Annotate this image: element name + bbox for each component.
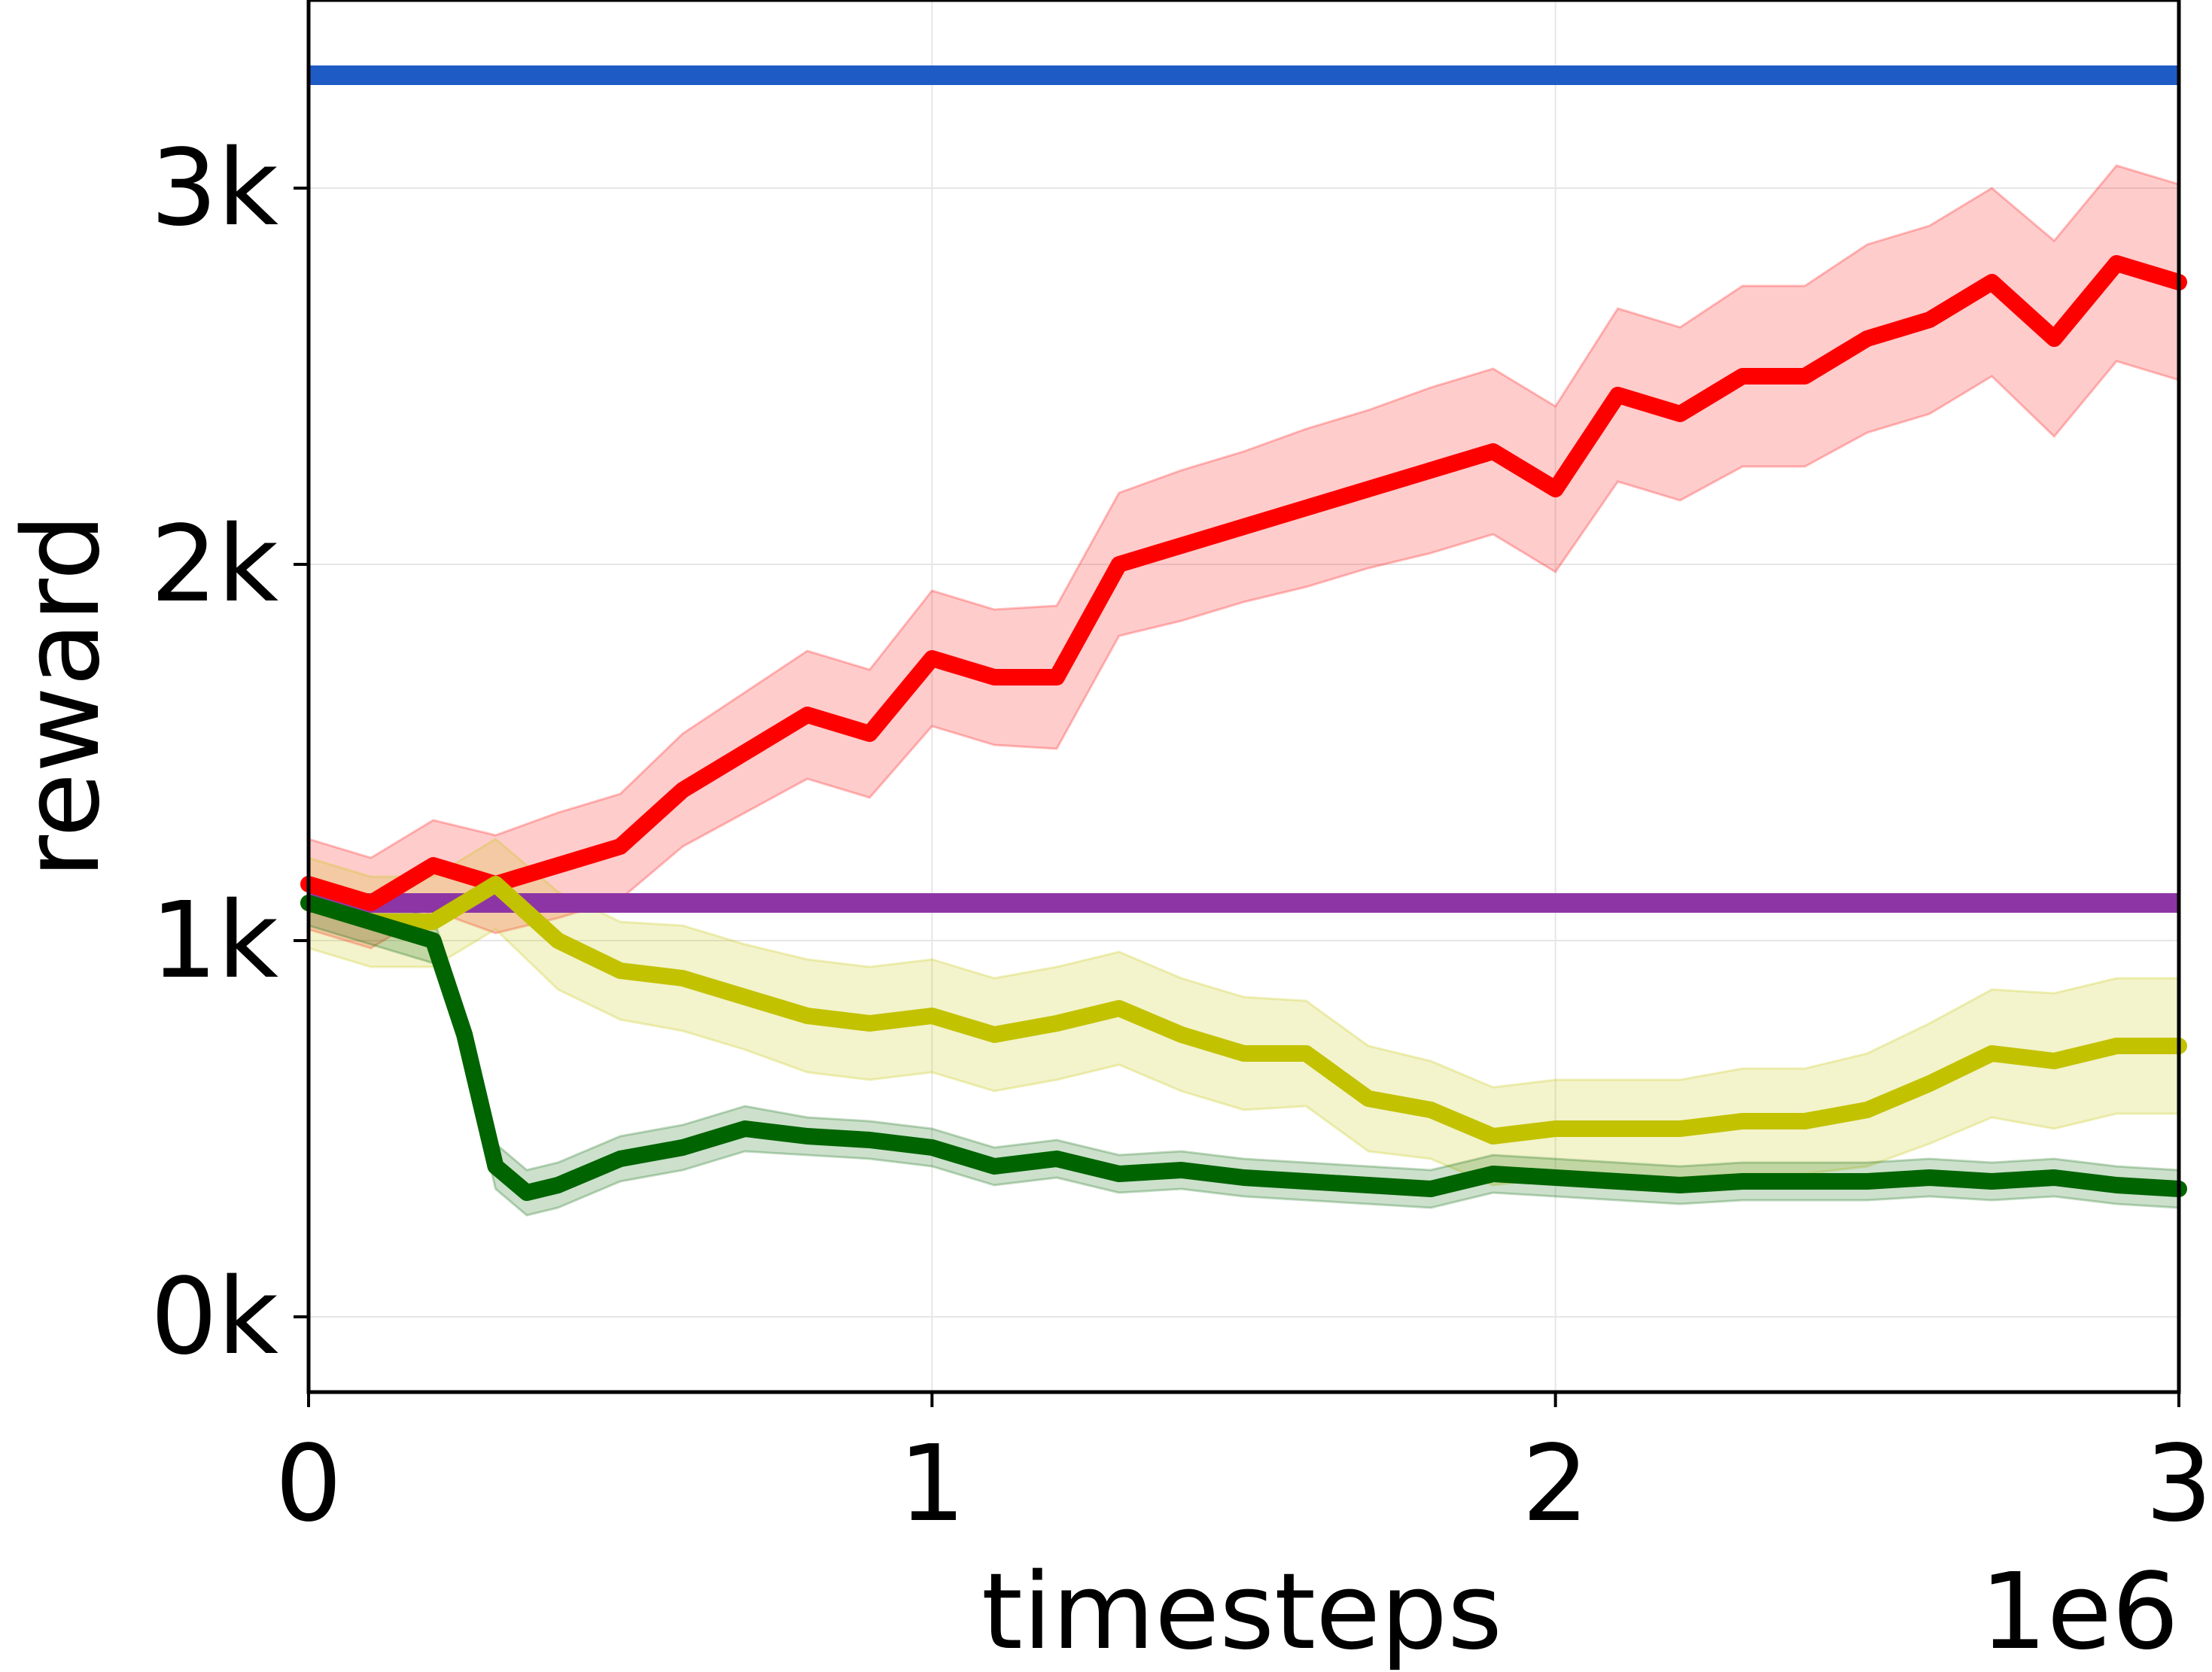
x-ticks: 0 1 2 3	[275, 1392, 2212, 1546]
series-0-band	[307, 164, 2180, 950]
series-1-line	[300, 876, 2187, 1145]
x-tick-label-3: 3	[2145, 1423, 2212, 1546]
series-2-line	[300, 895, 2187, 1201]
x-offset-label: 1e6	[1980, 1551, 2179, 1672]
y-tick-label-2: 2k	[151, 503, 278, 626]
reference-lines	[309, 65, 2179, 913]
x-tick-label-2: 2	[1522, 1423, 1589, 1546]
x-tick-label-1: 1	[899, 1423, 966, 1546]
y-axis-label: reward	[1, 514, 123, 879]
series-0-line	[300, 255, 2187, 911]
x-tick-label-0: 0	[275, 1423, 342, 1546]
plot-frame	[306, 0, 2181, 1394]
x-axis-label: timesteps	[981, 1551, 1502, 1672]
y-tick-label-0: 0k	[151, 1256, 278, 1379]
series-lines	[300, 255, 2187, 1201]
y-ticks: 0k 1k 2k 3k	[151, 127, 309, 1379]
y-tick-label-1: 1k	[151, 880, 278, 1002]
y-tick-label-3: 3k	[151, 127, 278, 250]
